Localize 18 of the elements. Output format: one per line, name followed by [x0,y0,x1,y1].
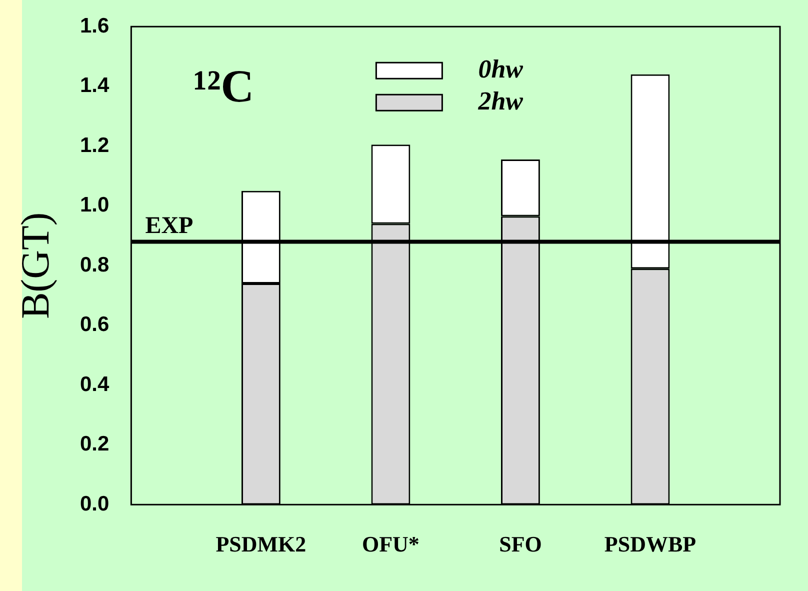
legend-label: 2hw [477,86,524,116]
x-tick-label: PSDMK2 [216,531,306,556]
annotation: ¹²C [193,60,254,112]
x-tick-label: SFO [499,531,542,556]
y-tick-label: 0.8 [80,253,110,276]
y-tick-label: 1.2 [80,134,110,157]
y-tick-label: 0.0 [80,492,110,516]
legend-label: 0hw [478,54,524,84]
y-tick-label: 0.4 [80,372,110,396]
y-tick-label: 0.2 [80,432,110,456]
ref-line-label: EXP [145,212,194,239]
y-tick-label: 0.6 [80,313,110,336]
x-tick-label: PSDWBP [604,531,696,556]
y-axis-title: B(GT) [12,212,58,319]
y-tick-label: 1.4 [80,74,110,98]
x-tick-label: OFU* [362,531,420,556]
y-tick-label: 1.6 [80,14,110,38]
y-tick-label: 1.0 [80,194,110,217]
